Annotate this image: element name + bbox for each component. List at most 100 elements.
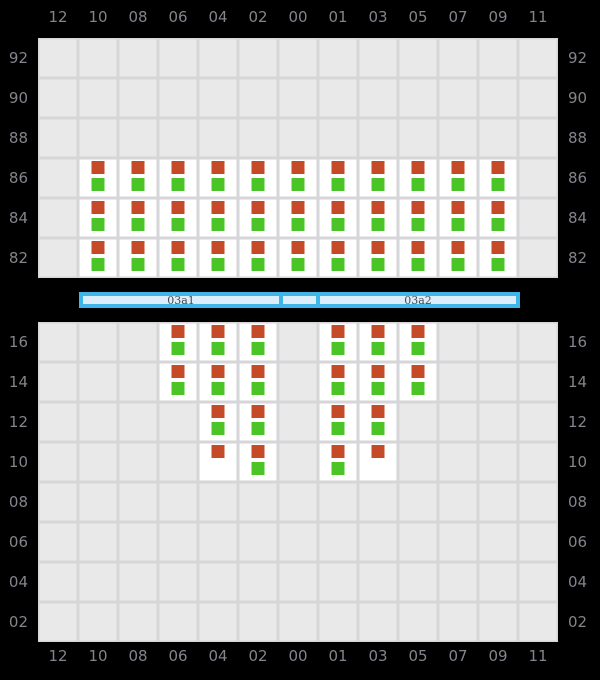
empty-cell	[518, 362, 558, 402]
empty-cell	[78, 442, 118, 482]
empty-cell	[518, 442, 558, 482]
occupied-cell[interactable]	[158, 238, 198, 278]
empty-cell	[478, 522, 518, 562]
occupied-cell[interactable]	[198, 158, 238, 198]
empty-cell	[278, 118, 318, 158]
occupied-cell[interactable]	[318, 402, 358, 442]
occupied-cell[interactable]	[78, 198, 118, 238]
occupied-cell[interactable]	[198, 442, 238, 482]
occupied-cell[interactable]	[198, 362, 238, 402]
empty-cell	[438, 482, 478, 522]
occupied-cell[interactable]	[78, 158, 118, 198]
occupied-cell[interactable]	[358, 322, 398, 362]
orange-marker-icon	[251, 365, 265, 378]
occupied-cell[interactable]	[438, 158, 478, 198]
occupied-cell[interactable]	[398, 158, 438, 198]
occupied-cell[interactable]	[278, 158, 318, 198]
occupied-cell[interactable]	[158, 362, 198, 402]
empty-cell	[518, 522, 558, 562]
empty-cell	[518, 402, 558, 442]
occupied-cell[interactable]	[238, 238, 278, 278]
occupied-cell[interactable]	[478, 238, 518, 278]
occupied-cell[interactable]	[118, 158, 158, 198]
occupied-cell[interactable]	[358, 402, 398, 442]
empty-cell	[38, 562, 78, 602]
occupied-cell[interactable]	[118, 198, 158, 238]
occupied-cell[interactable]	[198, 198, 238, 238]
column-header: 01	[328, 647, 348, 665]
green-marker-icon	[291, 178, 305, 191]
occupied-cell[interactable]	[278, 238, 318, 278]
range-bar-segment-left[interactable]: 03a1	[81, 294, 281, 306]
empty-cell	[398, 442, 438, 482]
orange-marker-icon	[451, 241, 465, 254]
occupied-cell[interactable]	[158, 322, 198, 362]
occupied-cell[interactable]	[198, 322, 238, 362]
occupied-cell[interactable]	[78, 238, 118, 278]
orange-marker-icon	[211, 201, 225, 214]
occupied-cell[interactable]	[198, 402, 238, 442]
orange-marker-icon	[291, 241, 305, 254]
orange-marker-icon	[251, 241, 265, 254]
green-marker-icon	[171, 178, 185, 191]
occupied-cell[interactable]	[238, 442, 278, 482]
occupied-cell[interactable]	[318, 238, 358, 278]
occupied-cell[interactable]	[398, 362, 438, 402]
occupied-cell[interactable]	[318, 322, 358, 362]
empty-cell	[158, 38, 198, 78]
occupied-cell[interactable]	[278, 198, 318, 238]
occupied-cell[interactable]	[118, 238, 158, 278]
occupied-cell[interactable]	[238, 158, 278, 198]
occupied-cell[interactable]	[318, 158, 358, 198]
orange-marker-icon	[171, 365, 185, 378]
column-header: 10	[88, 647, 108, 665]
occupied-cell[interactable]	[238, 198, 278, 238]
empty-cell	[318, 562, 358, 602]
orange-marker-icon	[371, 325, 385, 338]
occupied-cell[interactable]	[398, 238, 438, 278]
green-marker-icon	[171, 218, 185, 231]
occupied-cell[interactable]	[358, 158, 398, 198]
upper-chart-grid	[38, 38, 558, 278]
occupied-cell[interactable]	[198, 238, 238, 278]
occupied-cell[interactable]	[158, 198, 198, 238]
green-marker-icon	[91, 258, 105, 271]
occupied-cell[interactable]	[238, 362, 278, 402]
occupied-cell[interactable]	[238, 402, 278, 442]
green-marker-icon	[371, 258, 385, 271]
occupied-cell[interactable]	[438, 238, 478, 278]
empty-cell	[38, 238, 78, 278]
green-marker-icon	[371, 342, 385, 355]
range-bar-segment-middle[interactable]	[281, 294, 318, 306]
occupied-cell[interactable]	[398, 322, 438, 362]
occupied-cell[interactable]	[438, 198, 478, 238]
empty-cell	[158, 482, 198, 522]
occupied-cell[interactable]	[158, 158, 198, 198]
empty-cell	[38, 322, 78, 362]
empty-cell	[38, 442, 78, 482]
column-header: 05	[408, 647, 428, 665]
bottom-column-headers: 12 10 08 06 04 02 00 01 03 05 07 09 11	[38, 644, 558, 668]
green-marker-icon	[211, 342, 225, 355]
occupied-cell[interactable]	[318, 442, 358, 482]
green-marker-icon	[331, 422, 345, 435]
range-bar-segment-right[interactable]: 03a2	[318, 294, 518, 306]
row-label: 16	[568, 333, 588, 351]
empty-cell	[118, 402, 158, 442]
column-header: 06	[168, 647, 188, 665]
green-marker-icon	[211, 422, 225, 435]
occupied-cell[interactable]	[238, 322, 278, 362]
occupied-cell[interactable]	[358, 362, 398, 402]
occupied-cell[interactable]	[478, 158, 518, 198]
occupied-cell[interactable]	[318, 198, 358, 238]
occupied-cell[interactable]	[398, 198, 438, 238]
empty-cell	[518, 38, 558, 78]
occupied-cell[interactable]	[358, 238, 398, 278]
occupied-cell[interactable]	[318, 362, 358, 402]
occupied-cell[interactable]	[478, 198, 518, 238]
green-marker-icon	[371, 218, 385, 231]
occupied-cell[interactable]	[358, 198, 398, 238]
row-label: 04	[8, 573, 28, 591]
occupied-cell[interactable]	[358, 442, 398, 482]
orange-marker-icon	[411, 201, 425, 214]
